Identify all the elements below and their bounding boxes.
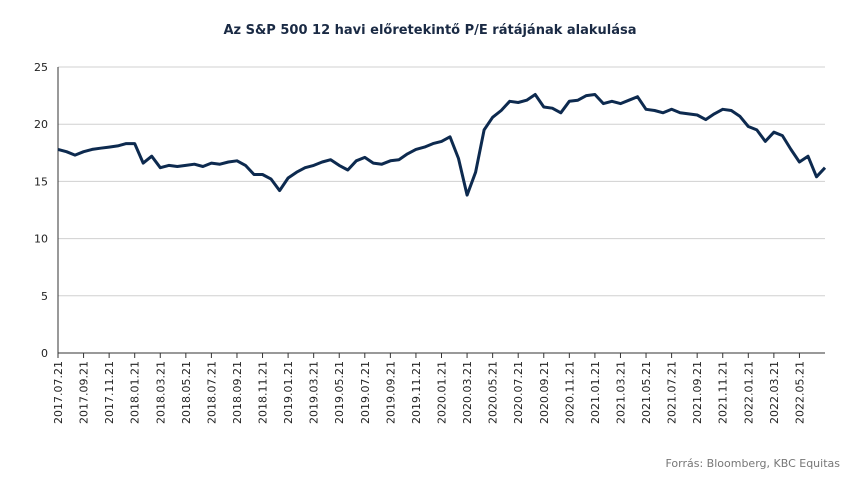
x-tick-label: 2018.01.21	[129, 361, 142, 424]
x-tick-label: 2020.01.21	[436, 361, 449, 424]
x-tick-label: 2017.07.21	[52, 361, 65, 424]
x-tick-label: 2018.09.21	[231, 361, 244, 424]
y-tick-label: 0	[41, 347, 48, 360]
x-tick-label: 2021.09.21	[691, 361, 704, 424]
x-tick-label: 2019.11.21	[410, 361, 423, 424]
x-tick-label: 2022.03.21	[768, 361, 781, 424]
source-note: Forrás: Bloomberg, KBC Equitas	[665, 457, 840, 470]
x-tick-label: 2019.09.21	[384, 361, 397, 424]
x-tick-label: 2019.07.21	[359, 361, 372, 424]
x-tick-label: 2022.05.21	[793, 361, 806, 424]
x-tick-label: 2019.05.21	[333, 361, 346, 424]
y-tick-label: 15	[34, 175, 48, 188]
x-tick-label: 2018.05.21	[180, 361, 193, 424]
y-tick-label: 10	[34, 233, 48, 246]
x-tick-label: 2021.11.21	[717, 361, 730, 424]
line	[57, 93, 827, 197]
x-tick-label: 2020.07.21	[512, 361, 525, 424]
x-tick-label: 2017.11.21	[103, 361, 116, 424]
x-tick-label: 2019.01.21	[282, 361, 295, 424]
x-tick-label: 2018.07.21	[205, 361, 218, 424]
x-tick-label: 2021.01.21	[589, 361, 602, 424]
y-tick-label: 5	[41, 290, 48, 303]
x-tick-label: 2020.11.21	[563, 361, 576, 424]
x-tick-label: 2020.05.21	[487, 361, 500, 424]
x-tick-label: 2019.03.21	[308, 361, 321, 424]
x-tick-label: 2018.03.21	[154, 361, 167, 424]
x-tick-label: 2018.11.21	[257, 361, 270, 424]
x-tick-label: 2022.01.21	[742, 361, 755, 424]
x-tick-label: 2020.03.21	[461, 361, 474, 424]
y-tick-label: 20	[34, 118, 48, 131]
x-tick-label: 2021.07.21	[666, 361, 679, 424]
x-tick-label: 2021.05.21	[640, 361, 653, 424]
x-tick-label: 2017.09.21	[78, 361, 91, 424]
y-tick-label: 25	[34, 61, 48, 74]
x-tick-label: 2021.03.21	[614, 361, 627, 424]
chart-title: Az S&P 500 12 havi előretekintő P/E rátá…	[223, 23, 636, 38]
x-tick-label: 2020.09.21	[538, 361, 551, 424]
